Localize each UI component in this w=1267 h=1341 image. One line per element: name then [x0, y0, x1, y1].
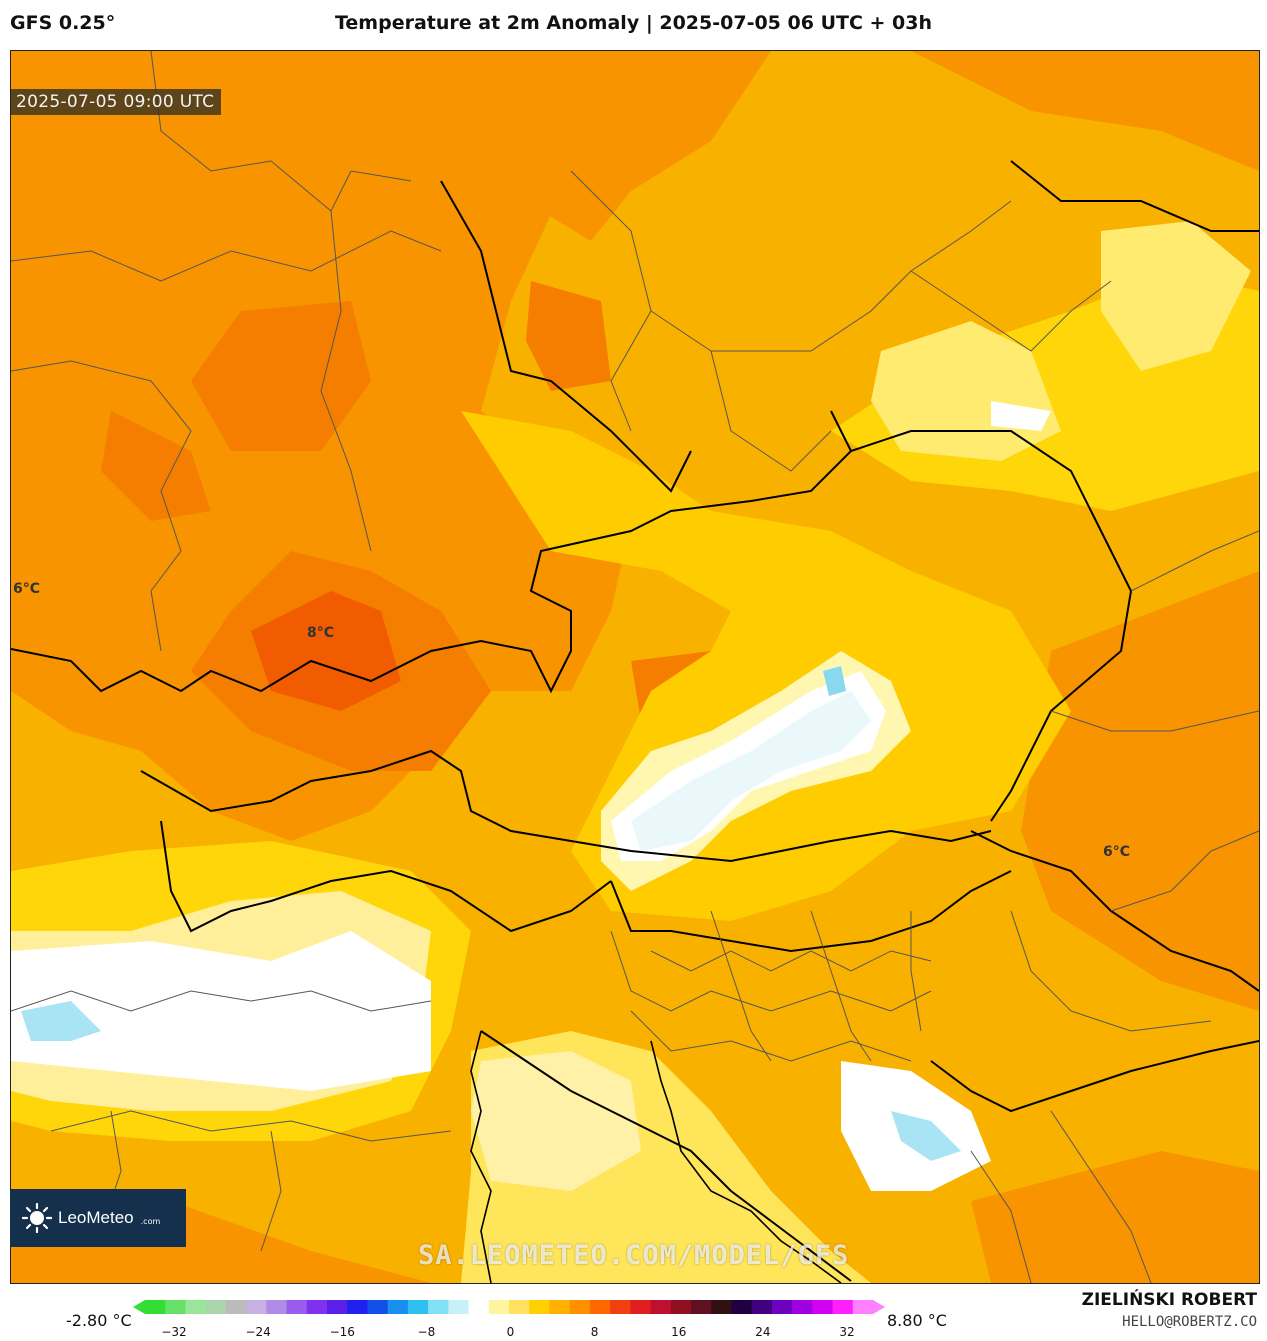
- temp-label-center: 8°C: [307, 625, 335, 641]
- colorbar-tick-label: −8: [417, 1325, 436, 1339]
- colorbar-swatch: [428, 1300, 449, 1314]
- colorbar-swatch: [751, 1300, 773, 1314]
- colorbar-tick-label: −32: [161, 1325, 187, 1339]
- colorbar-swatch: [407, 1300, 429, 1314]
- colorbar-swatch: [387, 1300, 409, 1314]
- colorbar-swatch: [792, 1300, 813, 1314]
- colorbar-swatch: [266, 1300, 288, 1314]
- colorbar-ticks: −32 −24 −16 −8 0 8 16 24 32: [0, 1325, 1267, 1341]
- colorbar-tick-label: 0: [506, 1325, 515, 1339]
- colorbar-tick-label: 16: [671, 1325, 687, 1339]
- colorbar-max-label: 8.80 °C: [887, 1311, 947, 1330]
- colorbar-swatch: [468, 1300, 490, 1314]
- colorbar-swatch: [185, 1300, 207, 1314]
- map-fields: [11, 51, 1259, 1283]
- colorbar-max-arrow: [873, 1300, 885, 1314]
- logo-text: LeoMeteo: [58, 1208, 134, 1227]
- colorbar-tick-label: 32: [839, 1325, 855, 1339]
- temp-label-west: 6°C: [13, 581, 41, 597]
- colorbar: [133, 1300, 885, 1314]
- colorbar-swatch: [630, 1300, 652, 1314]
- colorbar-swatch: [589, 1300, 611, 1314]
- watermark-url: SA.LEOMETEO.COM/MODEL/GFS: [418, 1240, 850, 1271]
- colorbar-swatch: [529, 1300, 550, 1314]
- colorbar-swatch: [225, 1300, 247, 1314]
- colorbar-swatch: [832, 1300, 854, 1314]
- colorbar-min-label: -2.80 °C: [66, 1311, 132, 1330]
- temperature-anomaly-map: 2025-07-05 09:00 UTC 6°C 8°C 6°C: [10, 50, 1260, 1284]
- colorbar-swatch: [691, 1300, 712, 1314]
- colorbar-swatch: [509, 1300, 530, 1314]
- colorbar-swatch: [670, 1300, 692, 1314]
- model-name: GFS 0.25°: [10, 12, 116, 34]
- valid-time-badge: 2025-07-05 09:00 UTC: [11, 89, 222, 115]
- colorbar-swatch: [246, 1300, 267, 1314]
- chart-title: Temperature at 2m Anomaly | 2025-07-05 0…: [334, 12, 933, 34]
- colorbar-tick-label: −16: [329, 1325, 355, 1339]
- sun-icon: [22, 1203, 52, 1233]
- colorbar-swatch: [711, 1300, 732, 1314]
- leometeo-logo: LeoMeteo .com: [10, 1189, 186, 1247]
- colorbar-swatch: [145, 1300, 166, 1314]
- colorbar-swatch: [367, 1300, 389, 1314]
- temp-label-east: 6°C: [1103, 844, 1131, 860]
- colorbar-swatch: [731, 1300, 753, 1314]
- colorbar-swatch: [569, 1300, 591, 1314]
- colorbar-swatch: [812, 1300, 834, 1314]
- colorbar-swatch: [306, 1300, 328, 1314]
- colorbar-swatch: [165, 1300, 186, 1314]
- colorbar-tick-label: −24: [245, 1325, 271, 1339]
- colorbar-swatch: [610, 1300, 631, 1314]
- colorbar-swatch: [852, 1300, 874, 1314]
- author-email: HELLO@ROBERTZ.CO: [1122, 1314, 1257, 1330]
- colorbar-swatch: [448, 1300, 470, 1314]
- colorbar-swatch: [549, 1300, 571, 1314]
- logo-suffix: .com: [140, 1216, 161, 1226]
- colorbar-min-arrow: [133, 1300, 145, 1314]
- author-name: ZIELIŃSKI ROBERT: [1081, 1290, 1257, 1310]
- colorbar-swatch: [286, 1300, 308, 1314]
- colorbar-swatch: [205, 1300, 227, 1314]
- colorbar-swatch: [488, 1300, 510, 1314]
- colorbar-swatch: [327, 1300, 348, 1314]
- colorbar-tick-label: 24: [755, 1325, 771, 1339]
- colorbar-tick-label: 8: [590, 1325, 599, 1339]
- colorbar-swatch: [347, 1300, 368, 1314]
- colorbar-swatch: [650, 1300, 672, 1314]
- colorbar-swatch: [771, 1300, 793, 1314]
